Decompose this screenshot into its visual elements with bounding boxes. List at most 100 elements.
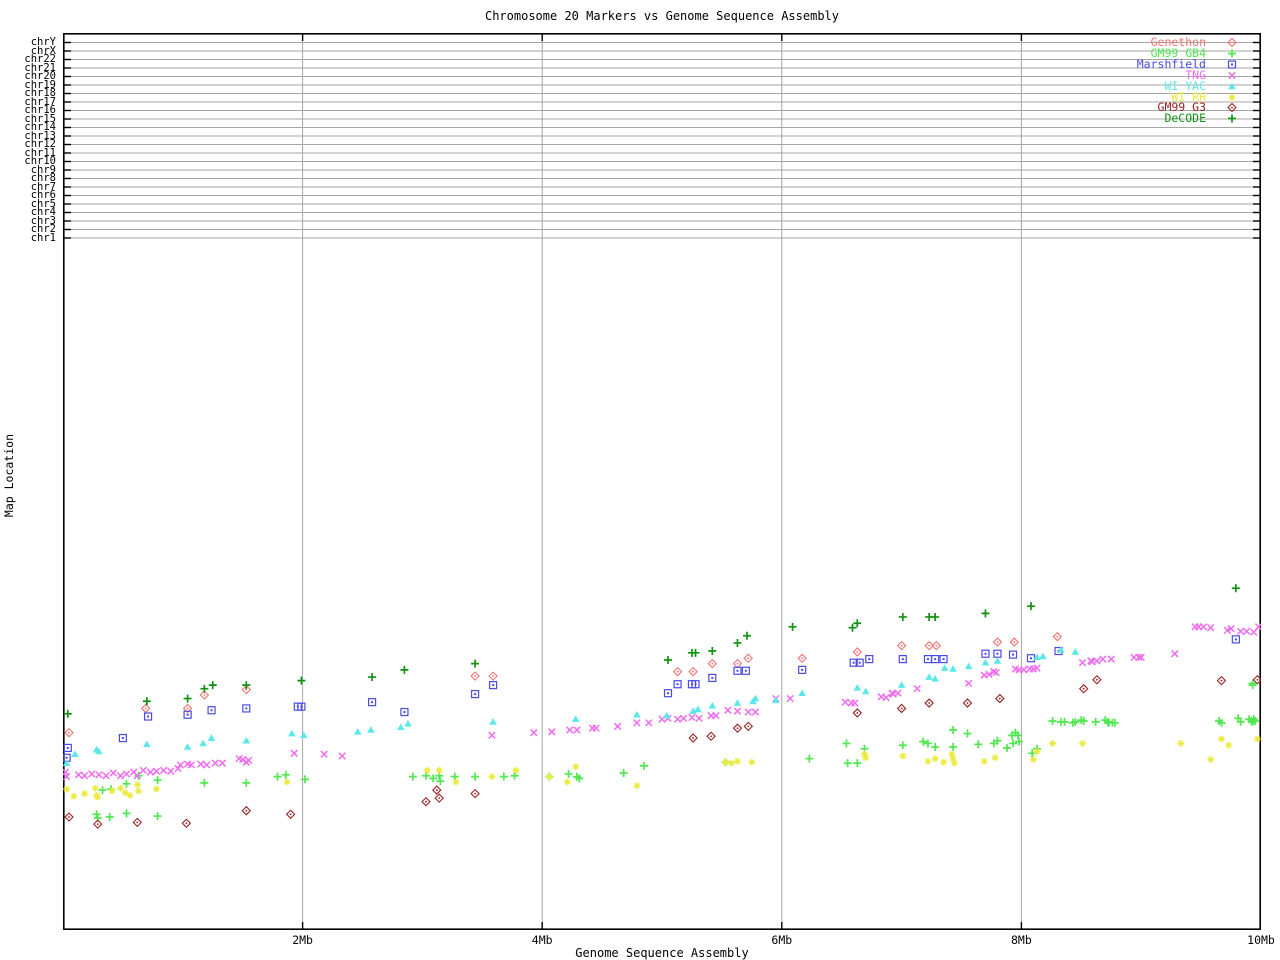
data-point-tng xyxy=(733,707,742,715)
y-tick-label-chr10: chr10 xyxy=(24,155,56,167)
data-point-tng xyxy=(244,756,253,765)
data-point-marshfield xyxy=(855,658,864,667)
x-tick-label-10mb: 10Mb xyxy=(1247,933,1275,947)
data-point-wi-rh xyxy=(1225,741,1233,749)
data-point-gm99-gb4 xyxy=(471,772,480,781)
data-point-tng xyxy=(548,728,556,736)
data-point-gm99-gb4 xyxy=(575,774,584,783)
data-point-decode xyxy=(743,631,752,640)
data-point-gm99-gb4 xyxy=(153,812,162,821)
data-point-wi-rh xyxy=(1177,740,1185,747)
data-point-wi-rh xyxy=(949,755,957,763)
data-point-gm99-g3 xyxy=(896,703,907,714)
data-point-gm99-gb4 xyxy=(853,759,862,768)
data-point-tng xyxy=(74,771,83,779)
data-point-wi-rh xyxy=(423,766,431,774)
data-point-wi-rh xyxy=(70,792,78,800)
data-point-gm99-gb4 xyxy=(1015,737,1024,746)
data-point-wi-rh xyxy=(563,778,571,786)
data-point-marshfield xyxy=(1008,650,1018,659)
data-point-gm99-gb4 xyxy=(949,725,958,734)
data-point-tng xyxy=(633,719,641,727)
data-point-marshfield xyxy=(183,710,192,719)
chart-title: Chromosome 20 Markers vs Genome Sequence… xyxy=(484,9,839,23)
data-point-gm99-gb4 xyxy=(1079,716,1088,725)
data-point-wi-rh xyxy=(633,782,641,789)
legend-marker-wi-rh xyxy=(1228,93,1236,101)
data-point-marshfield xyxy=(923,655,933,664)
data-point-marshfield xyxy=(993,649,1002,658)
data-point-decode xyxy=(898,612,907,621)
data-point-decode xyxy=(183,694,192,703)
data-point-tng xyxy=(1199,623,1208,631)
data-point-wi-yac xyxy=(397,723,405,731)
y-axis-title: Map Location xyxy=(2,434,16,518)
data-point-tng xyxy=(851,699,859,707)
legend-label-gm99-g3: GM99 G3 xyxy=(1157,100,1206,115)
data-point-gm99-gb4 xyxy=(843,759,852,768)
legend-marker-decode xyxy=(1228,114,1236,123)
data-point-wi-yac xyxy=(733,699,742,706)
data-point-genethon xyxy=(707,658,718,669)
data-point-tng xyxy=(1135,653,1143,662)
legend-marker-genethon xyxy=(1227,37,1237,48)
data-point-gm99-g3 xyxy=(421,796,431,807)
y-tick-label-chr17: chr17 xyxy=(24,95,56,108)
legend-item-gm99-g3: GM99 G3 xyxy=(1040,102,1246,113)
data-point-wi-rh xyxy=(108,787,116,795)
data-point-wi-rh xyxy=(94,793,102,801)
data-point-gm99-gb4 xyxy=(421,771,430,780)
data-point-decode xyxy=(208,681,217,690)
data-point-wi-yac xyxy=(1039,652,1047,660)
data-point-marshfield xyxy=(931,655,940,664)
data-point-tng xyxy=(530,728,538,737)
data-point-wi-rh xyxy=(948,750,956,758)
data-point-gm99-g3 xyxy=(434,793,444,803)
data-point-wi-rh xyxy=(121,789,129,797)
data-point-gm99-g3 xyxy=(470,788,480,799)
data-point-gm99-gb4 xyxy=(1091,717,1100,726)
data-point-tng xyxy=(211,759,219,767)
data-point-tng xyxy=(613,722,622,731)
data-point-genethon xyxy=(852,647,863,657)
data-point-wi-rh xyxy=(899,752,907,760)
data-point-marshfield xyxy=(143,712,153,721)
data-point-marshfield xyxy=(242,704,251,713)
y-tick-label-chr21: chr21 xyxy=(24,61,56,74)
legend-marker-tng xyxy=(1228,71,1236,79)
data-point-wi-rh xyxy=(126,792,134,799)
data-point-gm99-gb4 xyxy=(923,739,932,748)
data-point-gm99-gb4 xyxy=(1003,743,1012,752)
legend-label-tng: TNG xyxy=(1185,67,1206,82)
data-point-wi-yac xyxy=(199,739,207,747)
data-point-decode xyxy=(400,665,409,674)
data-point-wi-yac xyxy=(143,740,151,748)
data-point-wi-yac xyxy=(949,665,957,672)
data-point-tng xyxy=(1137,653,1145,662)
data-point-tng xyxy=(985,670,993,679)
data-point-marshfield xyxy=(741,666,750,675)
data-point-gm99-gb4 xyxy=(105,812,114,821)
legend-marker-wi-rh-icon xyxy=(1228,93,1236,101)
data-point-wi-yac xyxy=(404,719,412,727)
data-point-tng xyxy=(592,724,600,732)
data-point-gm99-gb4 xyxy=(640,761,649,770)
data-point-wi-rh xyxy=(135,787,142,795)
data-point-gm99-gb4 xyxy=(993,736,1002,745)
data-point-wi-rh xyxy=(283,778,291,786)
data-point-gm99-gb4 xyxy=(898,741,907,750)
data-point-tng xyxy=(1206,623,1215,632)
data-point-tng xyxy=(573,726,581,734)
data-point-wi-yac xyxy=(1057,646,1065,653)
data-point-genethon xyxy=(992,637,1003,647)
data-point-genethon xyxy=(672,666,683,677)
data-point-gm99-g3 xyxy=(688,733,698,743)
data-point-marshfield xyxy=(663,689,673,698)
data-point-tng xyxy=(679,714,688,723)
x-tick-label-2mb: 2Mb xyxy=(292,933,313,947)
data-point-gm99-gb4 xyxy=(919,737,928,746)
data-point-wi-yac xyxy=(95,747,103,755)
legend-marker-decode-icon xyxy=(1228,114,1236,123)
legend-label-wi-yac: WI YAC xyxy=(1164,78,1206,93)
data-point-wi-rh xyxy=(1079,740,1086,747)
